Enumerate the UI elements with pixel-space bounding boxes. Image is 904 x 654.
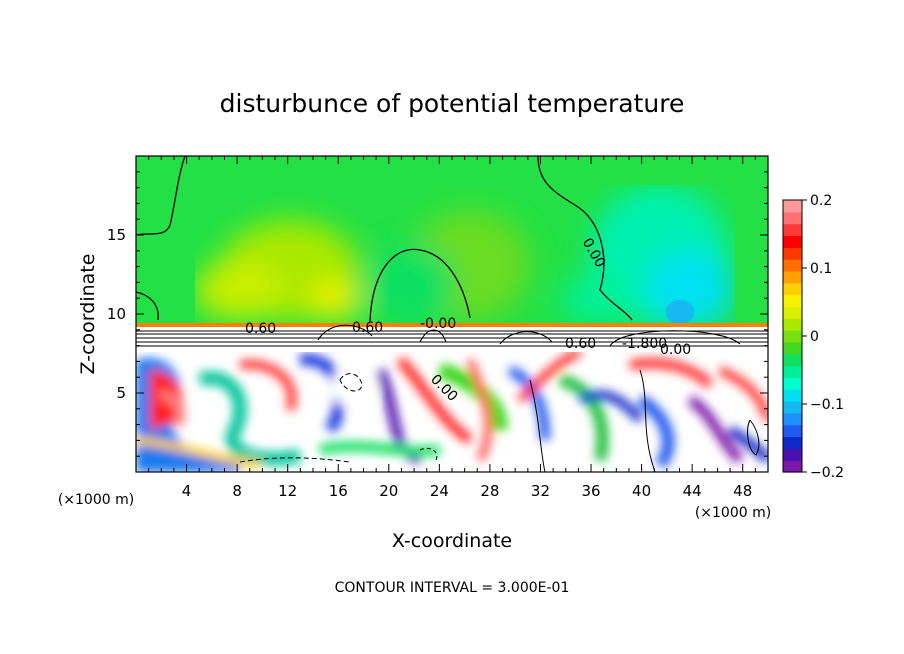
y-axis: 5 10 15 bbox=[107, 171, 768, 457]
upper-contours bbox=[136, 156, 633, 323]
y-tick-label: 15 bbox=[107, 226, 126, 244]
x-axis-label: X-coordinate bbox=[392, 530, 512, 552]
colorbar-swatch bbox=[783, 200, 802, 213]
contour-label: 0.60 bbox=[245, 321, 276, 337]
colorbar-swatch bbox=[783, 412, 802, 426]
x-tick-label: 24 bbox=[430, 482, 449, 500]
turbulence bbox=[136, 348, 768, 472]
colorbar-swatch bbox=[783, 389, 802, 402]
x-unit-label: (×1000 m) bbox=[58, 492, 134, 508]
plot-area: 0.00 0.60 0.60 -0.00 0.00 0.60 -1.800 0.… bbox=[136, 156, 768, 472]
y-axis-label: Z-coordinate bbox=[77, 254, 99, 375]
x-tick-label: 12 bbox=[278, 482, 297, 500]
contour-label: -1.800 bbox=[622, 336, 667, 352]
colorbar-swatch bbox=[783, 365, 802, 378]
colorbar-swatch bbox=[783, 401, 802, 414]
lower-contours bbox=[239, 369, 760, 472]
x-tick-label: 20 bbox=[379, 482, 398, 500]
colorbar-swatch bbox=[783, 247, 802, 260]
inversion-band bbox=[136, 323, 768, 328]
colorbar-tick-label: 0.2 bbox=[810, 193, 832, 209]
colorbar-tick-label: 0 bbox=[810, 329, 819, 345]
colorbar-swatch bbox=[783, 235, 802, 248]
colorbar-swatch bbox=[783, 259, 802, 272]
colorbar-swatch bbox=[783, 306, 802, 319]
cool-blob bbox=[560, 275, 640, 325]
contour-label: -0.00 bbox=[420, 316, 456, 332]
colorbar-tick-label: −0.1 bbox=[810, 397, 844, 413]
y-unit-label: (×1000 m) bbox=[695, 505, 771, 521]
x-tick-label: 16 bbox=[329, 482, 348, 500]
colorbar-swatch bbox=[783, 223, 802, 237]
warm-blob bbox=[310, 280, 360, 320]
y-tick-label: 10 bbox=[107, 305, 126, 323]
colorbar-swatch bbox=[783, 424, 802, 438]
cool-blob bbox=[365, 245, 455, 325]
y-tick-label: 5 bbox=[116, 384, 126, 402]
warm-blob bbox=[195, 260, 285, 320]
colorbar-swatch bbox=[783, 341, 802, 355]
x-tick-label: 8 bbox=[232, 482, 242, 500]
contour-label: 0.60 bbox=[565, 336, 596, 352]
colorbar-swatch bbox=[783, 318, 802, 331]
contour-label: 0.60 bbox=[352, 320, 383, 336]
x-tick-label: 48 bbox=[733, 482, 752, 500]
contour-label: 0.00 bbox=[660, 342, 691, 358]
colorbar-swatch bbox=[783, 270, 802, 284]
colorbar-swatch bbox=[783, 294, 802, 308]
x-tick-label: 32 bbox=[531, 482, 550, 500]
chart-title: disturbunce of potential temperature bbox=[220, 89, 685, 118]
colorbar-tick-label: 0.1 bbox=[810, 261, 832, 277]
colorbar-swatch bbox=[783, 448, 802, 461]
colorbar-swatch bbox=[783, 377, 802, 390]
colorbar-swatch bbox=[783, 211, 802, 225]
x-tick-label: 4 bbox=[182, 482, 192, 500]
colorbar-swatch bbox=[783, 436, 802, 449]
x-tick-label: 44 bbox=[683, 482, 702, 500]
x-axis: 4 8 12 16 20 24 28 32 36 40 44 48 bbox=[148, 156, 756, 500]
colorbar-swatch bbox=[783, 460, 802, 473]
band-contours bbox=[136, 324, 768, 347]
cool-spot bbox=[666, 300, 694, 324]
colorbar-tick-label: −0.2 bbox=[810, 465, 844, 481]
colorbar: 0.2 0.1 0 −0.1 −0.2 bbox=[782, 193, 844, 481]
colorbar-swatch bbox=[783, 282, 802, 296]
x-tick-label: 36 bbox=[581, 482, 600, 500]
contour-interval-note: CONTOUR INTERVAL = 3.000E-01 bbox=[335, 580, 570, 596]
colorbar-swatch bbox=[783, 353, 802, 367]
x-tick-label: 40 bbox=[632, 482, 651, 500]
colorbar-swatch bbox=[783, 330, 802, 343]
x-tick-label: 28 bbox=[480, 482, 499, 500]
